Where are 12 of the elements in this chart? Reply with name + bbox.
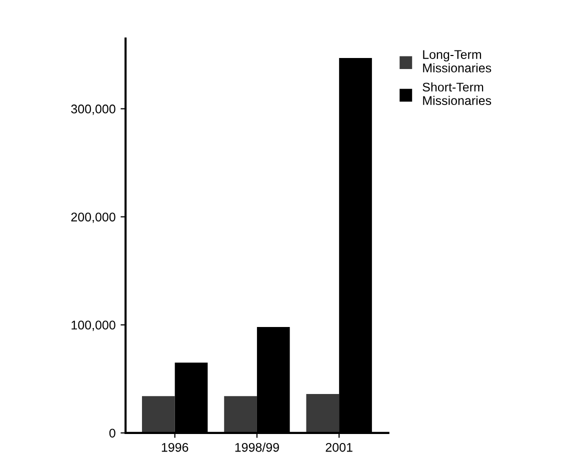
bar [224,396,257,433]
y-tick-label: 100,000 [72,320,116,331]
legend-label: Short-Term Missionaries [422,82,492,106]
x-tick-label: 2001 [326,442,352,452]
y-tick-label: 0 [109,428,116,438]
x-tick-label: 1996 [162,442,188,452]
x-tick-label: 1998/99 [235,442,279,452]
bar [306,394,340,433]
y-tick-label: 200,000 [71,212,116,223]
bar [142,396,175,433]
legend-label: Long-Term Missionaries [423,50,492,72]
y-tick-label: 300,000 [71,104,116,115]
